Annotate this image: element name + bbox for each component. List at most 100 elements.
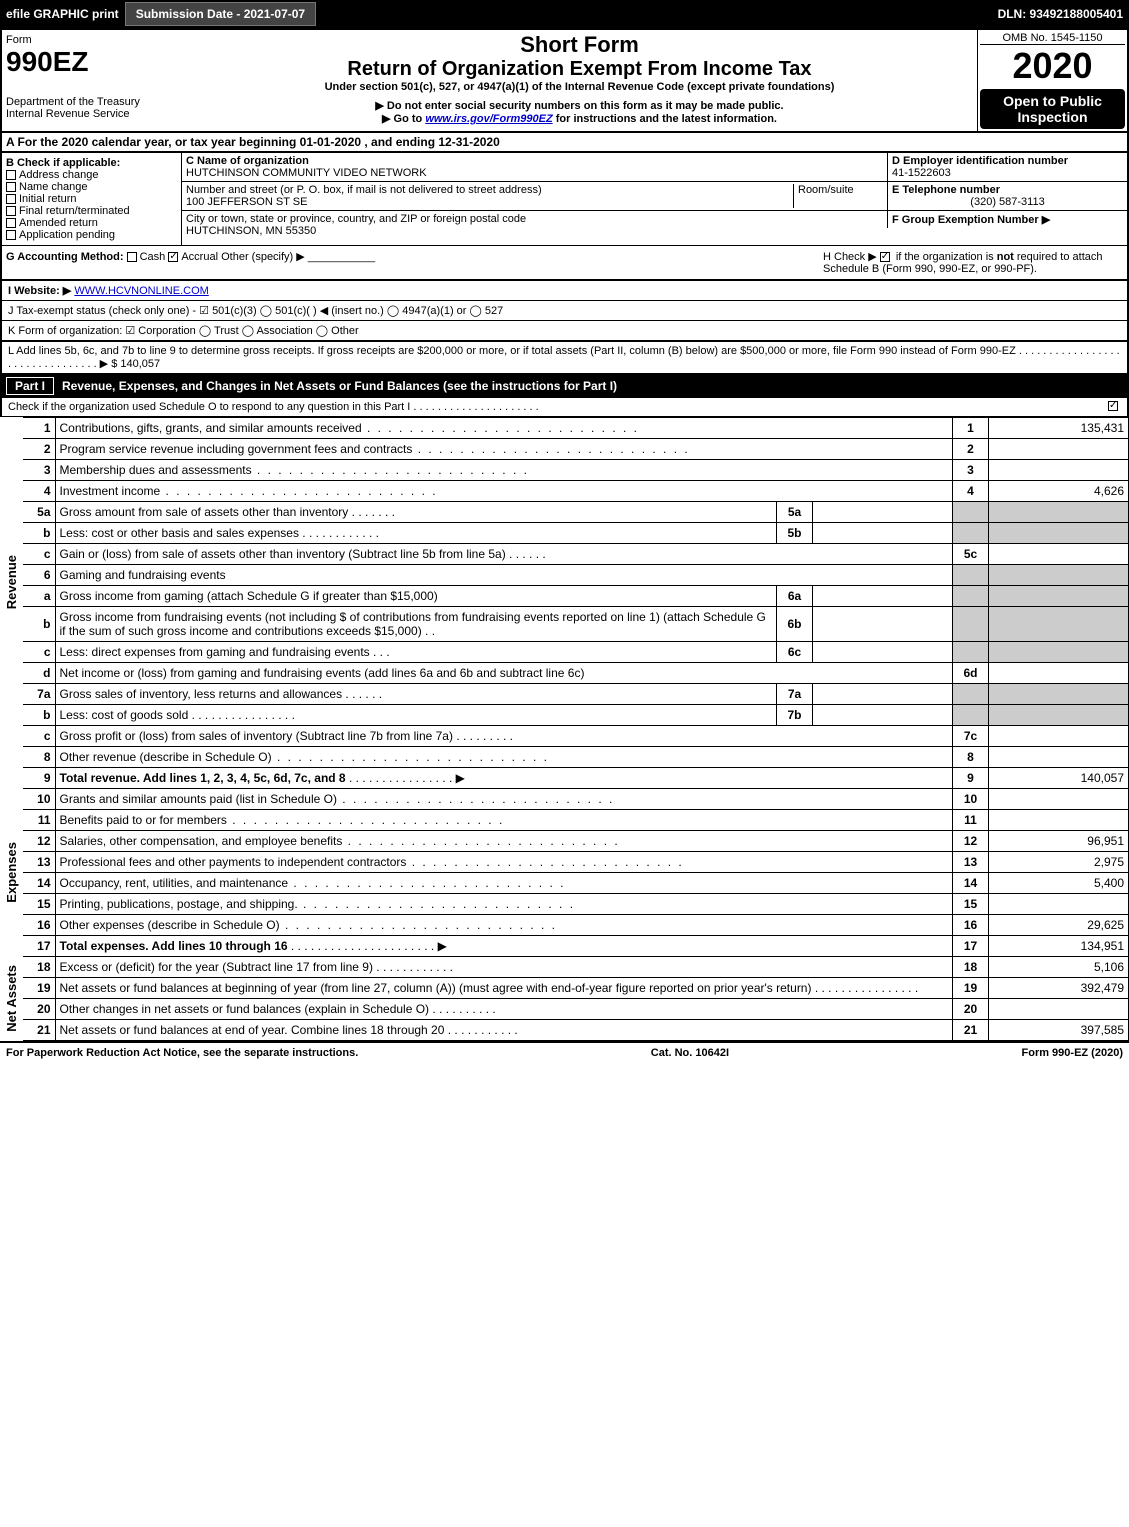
part1-header: Part I Revenue, Expenses, and Changes in…: [0, 374, 1129, 398]
line-21-lineno: 21: [953, 1020, 989, 1041]
g-accrual: Accrual: [181, 251, 218, 263]
footer-mid: Cat. No. 10642I: [651, 1047, 729, 1059]
line-2-amount: [989, 439, 1129, 460]
line-6c-subval: [813, 642, 953, 663]
line-5b-num: b: [23, 523, 55, 544]
line-6b-grey: [953, 607, 989, 642]
line-7c-desc: Gross profit or (loss) from sales of inv…: [60, 729, 453, 743]
line-14-num: 14: [23, 873, 55, 894]
line-10-amount: [989, 789, 1129, 810]
part1-table: Revenue 1 Contributions, gifts, grants, …: [0, 417, 1129, 1041]
website-link[interactable]: WWW.HCVNONLINE.COM: [74, 285, 208, 297]
line-12-num: 12: [23, 831, 55, 852]
line-8-num: 8: [23, 747, 55, 768]
line-16-lineno: 16: [953, 915, 989, 936]
line-7b-desc: Less: cost of goods sold: [60, 708, 189, 722]
line-4-desc: Investment income: [60, 484, 438, 498]
part1-check-o-row: Check if the organization used Schedule …: [0, 398, 1129, 417]
title-short-form: Short Form: [186, 32, 973, 58]
line-6a-greyval: [989, 586, 1129, 607]
g-label: G Accounting Method:: [6, 251, 124, 263]
line-7a-desc: Gross sales of inventory, less returns a…: [60, 687, 343, 701]
irs-link[interactable]: www.irs.gov/Form990EZ: [425, 113, 552, 125]
part1-title: Revenue, Expenses, and Changes in Net As…: [62, 379, 617, 393]
box-b-label: B Check if applicable:: [6, 157, 120, 169]
line-6a-desc: Gross income from gaming (attach Schedul…: [60, 589, 438, 603]
expenses-sidelabel: Expenses: [4, 842, 19, 903]
efile-top-bar: efile GRAPHIC print Submission Date - 20…: [0, 0, 1129, 28]
part1-check-line: Check if the organization used Schedule …: [8, 401, 1108, 413]
line-6d-desc: Net income or (loss) from gaming and fun…: [60, 666, 585, 680]
line-6d-num: d: [23, 663, 55, 684]
header-center: Short Form Return of Organization Exempt…: [182, 30, 977, 131]
chk-final-return[interactable]: [6, 206, 16, 216]
line-16-num: 16: [23, 915, 55, 936]
line-18-amount: 5,106: [989, 957, 1129, 978]
line-5a-subbox: 5a: [777, 502, 813, 523]
chk-address-change[interactable]: [6, 170, 16, 180]
line-5a-grey: [953, 502, 989, 523]
line-7c-num: c: [23, 726, 55, 747]
line-7a-greyval: [989, 684, 1129, 705]
line-19-num: 19: [23, 978, 55, 999]
chk-initial-return[interactable]: [6, 194, 16, 204]
line-8-desc: Other revenue (describe in Schedule O): [60, 750, 549, 764]
chk-application-pending[interactable]: [6, 230, 16, 240]
info-grid: B Check if applicable: Address change Na…: [0, 153, 1129, 245]
group-exemption-label: F Group Exemption Number ▶: [892, 214, 1050, 226]
line-19-lineno: 19: [953, 978, 989, 999]
ein-label: D Employer identification number: [892, 155, 1068, 167]
line-6-grey: [953, 565, 989, 586]
line-13-amount: 2,975: [989, 852, 1129, 873]
line-11-lineno: 11: [953, 810, 989, 831]
line-6-num: 6: [23, 565, 55, 586]
line-7a-subbox: 7a: [777, 684, 813, 705]
footer-right: Form 990-EZ (2020): [1022, 1047, 1123, 1059]
line-1-lineno: 1: [953, 418, 989, 439]
line-17-lineno: 17: [953, 936, 989, 957]
arrow-icon-2: ▶: [438, 939, 447, 953]
chk-cash[interactable]: [127, 252, 137, 262]
line-6b-num: b: [23, 607, 55, 642]
line-3-num: 3: [23, 460, 55, 481]
section-a: A For the 2020 calendar year, or tax yea…: [0, 133, 1129, 153]
line-4-num: 4: [23, 481, 55, 502]
submission-date-button[interactable]: Submission Date - 2021-07-07: [125, 2, 316, 26]
line-7c-lineno: 7c: [953, 726, 989, 747]
line-7b-subval: [813, 705, 953, 726]
chk-schedule-o[interactable]: [1108, 401, 1118, 411]
irs-label: Internal Revenue Service: [6, 108, 178, 120]
form-number: 990EZ: [6, 46, 178, 78]
chk-name-change[interactable]: [6, 182, 16, 192]
subtitle-under: Under section 501(c), 527, or 4947(a)(1)…: [186, 81, 973, 93]
c-addr-label: Number and street (or P. O. box, if mail…: [186, 184, 793, 196]
line-21-amount: 397,585: [989, 1020, 1129, 1041]
line-15-lineno: 15: [953, 894, 989, 915]
g-cash: Cash: [140, 251, 166, 263]
title-return: Return of Organization Exempt From Incom…: [186, 58, 973, 81]
line-6a-subbox: 6a: [777, 586, 813, 607]
chk-h[interactable]: [880, 252, 890, 262]
header-left: Form 990EZ Department of the Treasury In…: [2, 30, 182, 131]
line-5b-grey: [953, 523, 989, 544]
line-8-lineno: 8: [953, 747, 989, 768]
goto-tail: for instructions and the latest informat…: [556, 113, 777, 125]
line-6-desc: Gaming and fundraising events: [60, 568, 226, 582]
line-7c-amount: [989, 726, 1129, 747]
line-17-desc: Total expenses. Add lines 10 through 16: [60, 939, 288, 953]
ssn-warning: ▶ Do not enter social security numbers o…: [186, 99, 973, 112]
opt-final-return: Final return/terminated: [19, 205, 130, 217]
part1-tag: Part I: [6, 377, 54, 395]
line-13-num: 13: [23, 852, 55, 873]
line-6b-subbox: 6b: [777, 607, 813, 642]
box-d: D Employer identification number 41-1522…: [887, 153, 1127, 245]
line-5c-desc: Gain or (loss) from sale of assets other…: [60, 547, 506, 561]
line-3-amount: [989, 460, 1129, 481]
line-6b-desc: Gross income from fundraising events (no…: [60, 610, 766, 638]
line-18-desc: Excess or (deficit) for the year (Subtra…: [60, 960, 373, 974]
chk-amended-return[interactable]: [6, 218, 16, 228]
line-6c-subbox: 6c: [777, 642, 813, 663]
tel-label: E Telephone number: [892, 184, 1000, 196]
chk-accrual[interactable]: [168, 252, 178, 262]
line-6d-amount: [989, 663, 1129, 684]
